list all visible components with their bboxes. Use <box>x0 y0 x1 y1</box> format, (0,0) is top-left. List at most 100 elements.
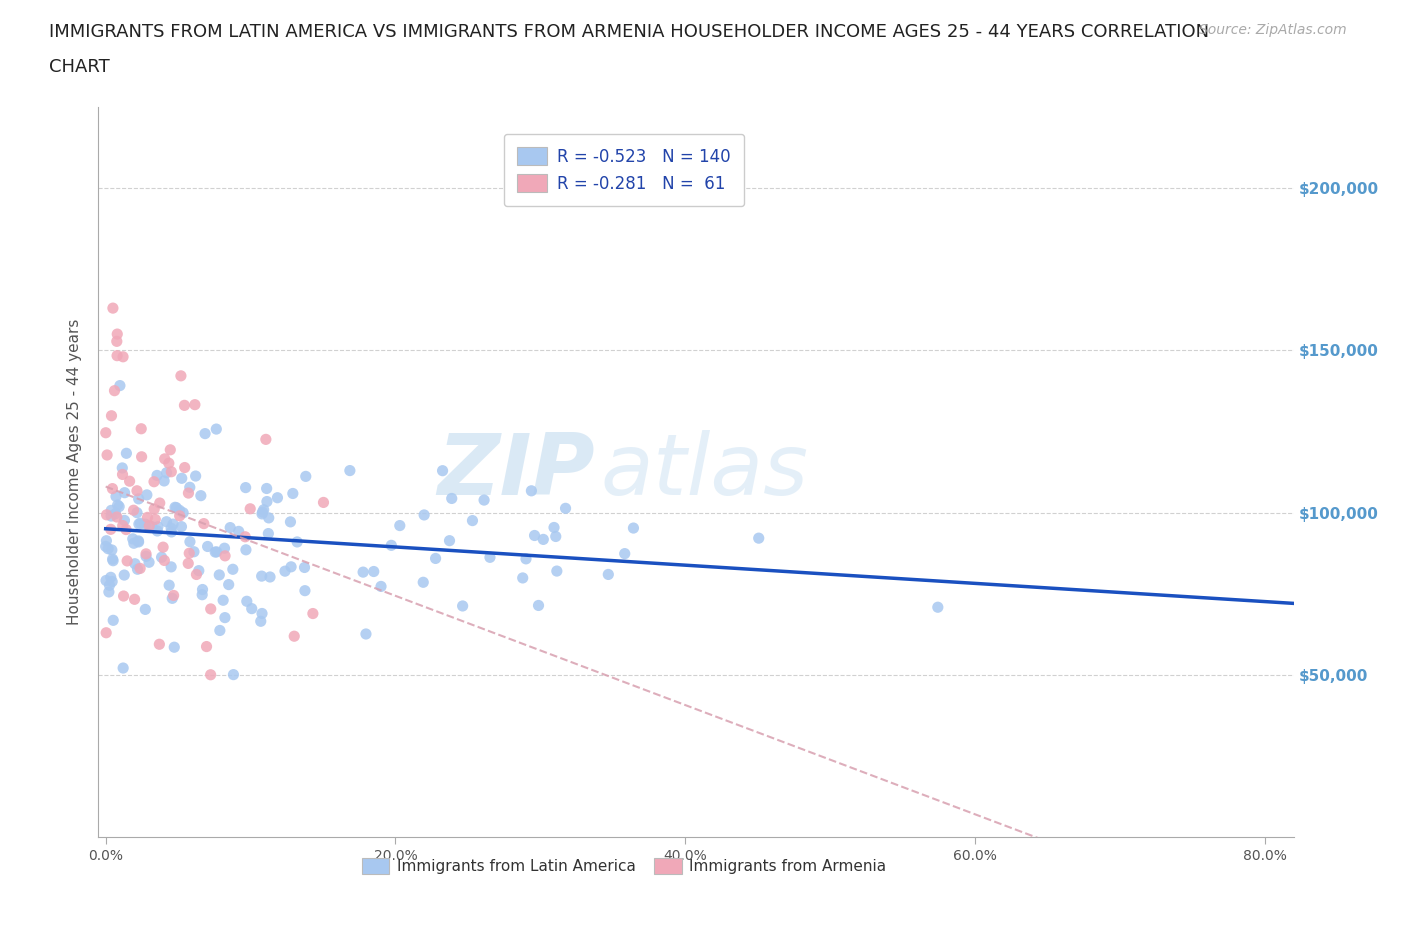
Point <box>101 300 124 315</box>
Point <box>515 551 537 566</box>
Point <box>112 567 135 582</box>
Point <box>205 544 228 559</box>
Point <box>200 668 222 683</box>
Point <box>94 573 117 588</box>
Point <box>195 639 218 654</box>
Point <box>200 602 222 617</box>
Point <box>222 562 245 577</box>
Point <box>544 529 567 544</box>
Point <box>136 510 159 525</box>
Point <box>105 326 128 341</box>
Point <box>97 585 120 600</box>
Point <box>105 348 128 363</box>
Point <box>115 553 138 568</box>
Point <box>613 546 636 561</box>
Point <box>179 534 201 549</box>
Point <box>214 540 236 555</box>
Point <box>101 542 124 557</box>
Point <box>177 556 200 571</box>
Point <box>160 525 183 539</box>
Point <box>146 519 169 534</box>
Point <box>222 667 245 682</box>
Point <box>259 569 281 584</box>
Point <box>128 491 150 506</box>
Point <box>461 513 484 528</box>
Point <box>115 522 138 537</box>
Point <box>214 549 236 564</box>
Point <box>197 539 219 554</box>
Point <box>252 505 274 520</box>
Point <box>94 539 117 554</box>
Text: CHART: CHART <box>49 58 110 75</box>
Point <box>143 512 166 526</box>
Point <box>451 599 474 614</box>
Point <box>302 606 325 621</box>
Point <box>160 560 183 575</box>
Point <box>153 451 176 466</box>
Point <box>153 473 176 488</box>
Point <box>187 564 209 578</box>
Point <box>153 553 176 568</box>
Point <box>412 575 434 590</box>
Point <box>256 494 278 509</box>
Point <box>141 519 163 534</box>
Point <box>122 536 145 551</box>
Point <box>254 432 277 446</box>
Point <box>257 526 280 541</box>
Legend: Immigrants from Latin America, Immigrants from Armenia: Immigrants from Latin America, Immigrant… <box>356 852 893 881</box>
Point <box>107 498 129 512</box>
Point <box>108 379 131 393</box>
Point <box>112 660 135 675</box>
Point <box>105 510 128 525</box>
Point <box>170 471 193 485</box>
Point <box>294 560 316 575</box>
Point <box>249 614 271 629</box>
Text: ZIP: ZIP <box>437 431 595 513</box>
Point <box>191 582 214 597</box>
Point <box>152 539 174 554</box>
Point <box>101 481 124 496</box>
Point <box>127 534 149 549</box>
Point <box>212 592 235 607</box>
Point <box>127 562 149 577</box>
Point <box>257 511 280 525</box>
Point <box>100 503 122 518</box>
Point <box>235 480 257 495</box>
Point <box>440 491 463 506</box>
Point <box>432 463 454 478</box>
Point <box>179 480 201 495</box>
Point <box>169 509 191 524</box>
Point <box>208 623 231 638</box>
Point <box>250 507 273 522</box>
Point <box>108 499 131 514</box>
Point <box>274 564 297 578</box>
Point <box>111 460 134 475</box>
Point <box>94 425 117 440</box>
Point <box>135 549 157 564</box>
Point <box>294 469 316 484</box>
Point <box>235 542 257 557</box>
Point <box>157 578 180 592</box>
Point <box>184 397 207 412</box>
Point <box>425 551 447 565</box>
Point <box>101 574 124 589</box>
Point <box>143 501 166 516</box>
Point <box>160 464 183 479</box>
Point <box>191 587 214 602</box>
Text: Source: ZipAtlas.com: Source: ZipAtlas.com <box>1199 23 1347 37</box>
Point <box>546 564 568 578</box>
Text: IMMIGRANTS FROM LATIN AMERICA VS IMMIGRANTS FROM ARMENIA HOUSEHOLDER INCOME AGES: IMMIGRANTS FROM LATIN AMERICA VS IMMIGRA… <box>49 23 1209 41</box>
Point <box>98 578 121 592</box>
Point <box>233 529 256 544</box>
Point <box>352 565 374 579</box>
Point <box>380 538 402 552</box>
Point <box>208 567 231 582</box>
Point <box>250 606 273 621</box>
Point <box>129 561 152 576</box>
Point <box>927 600 949 615</box>
Point <box>97 541 120 556</box>
Point <box>162 517 184 532</box>
Point <box>280 559 302 574</box>
Point <box>527 598 550 613</box>
Point <box>266 490 288 505</box>
